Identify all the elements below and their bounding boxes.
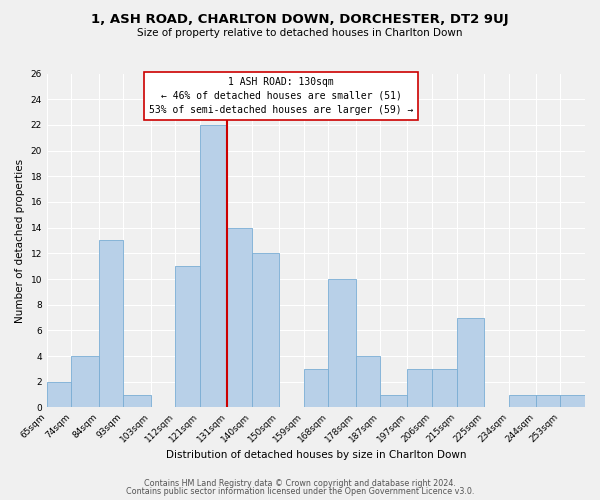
X-axis label: Distribution of detached houses by size in Charlton Down: Distribution of detached houses by size …	[166, 450, 466, 460]
Bar	[175, 266, 200, 408]
Text: Size of property relative to detached houses in Charlton Down: Size of property relative to detached ho…	[137, 28, 463, 38]
Bar	[99, 240, 124, 408]
Bar	[536, 394, 560, 407]
Bar	[252, 254, 279, 408]
Bar	[560, 394, 585, 407]
Bar	[432, 369, 457, 408]
Text: 1, ASH ROAD, CHARLTON DOWN, DORCHESTER, DT2 9UJ: 1, ASH ROAD, CHARLTON DOWN, DORCHESTER, …	[91, 12, 509, 26]
Bar	[457, 318, 484, 408]
Bar	[227, 228, 252, 408]
Bar	[356, 356, 380, 408]
Bar	[47, 382, 71, 407]
Bar	[304, 369, 328, 408]
Y-axis label: Number of detached properties: Number of detached properties	[15, 158, 25, 322]
Text: Contains HM Land Registry data © Crown copyright and database right 2024.: Contains HM Land Registry data © Crown c…	[144, 478, 456, 488]
Bar	[71, 356, 99, 408]
Bar	[328, 279, 356, 407]
Text: 1 ASH ROAD: 130sqm
← 46% of detached houses are smaller (51)
53% of semi-detache: 1 ASH ROAD: 130sqm ← 46% of detached hou…	[149, 77, 413, 115]
Bar	[509, 394, 536, 407]
Bar	[380, 394, 407, 407]
Bar	[200, 125, 227, 408]
Bar	[124, 394, 151, 407]
Text: Contains public sector information licensed under the Open Government Licence v3: Contains public sector information licen…	[126, 487, 474, 496]
Bar	[407, 369, 432, 408]
